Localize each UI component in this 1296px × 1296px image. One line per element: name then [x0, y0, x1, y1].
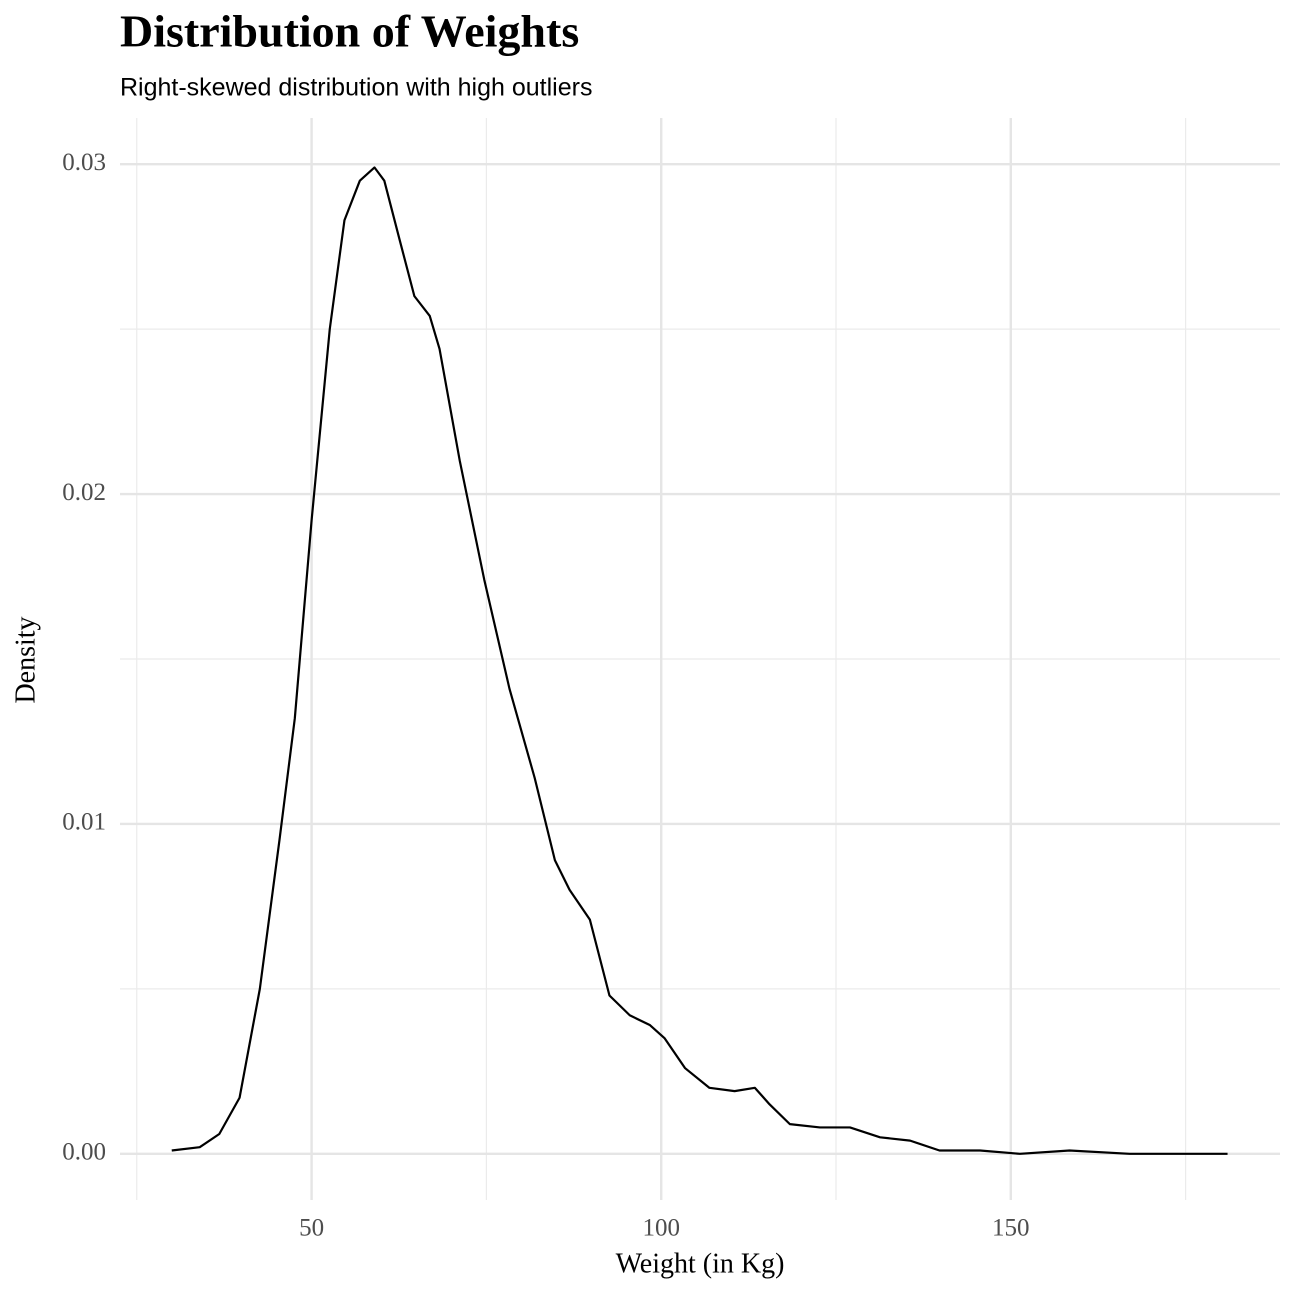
y-axis-title: Density [10, 616, 41, 703]
density-line [171, 166, 1228, 1155]
x-tick-label: 150 [992, 1215, 1030, 1242]
y-tick-label: 0.01 [62, 809, 106, 836]
y-tick-label: 0.03 [62, 149, 106, 176]
chart-subtitle: Right-skewed distribution with high outl… [120, 74, 592, 102]
x-tick-label: 50 [299, 1215, 324, 1242]
y-tick-label: 0.02 [62, 479, 106, 506]
x-tick-label: 100 [642, 1215, 680, 1242]
x-axis-title: Weight (in Kg) [616, 1248, 785, 1279]
y-tick-label: 0.00 [62, 1139, 106, 1166]
chart-title: Distribution of Weights [120, 6, 579, 57]
